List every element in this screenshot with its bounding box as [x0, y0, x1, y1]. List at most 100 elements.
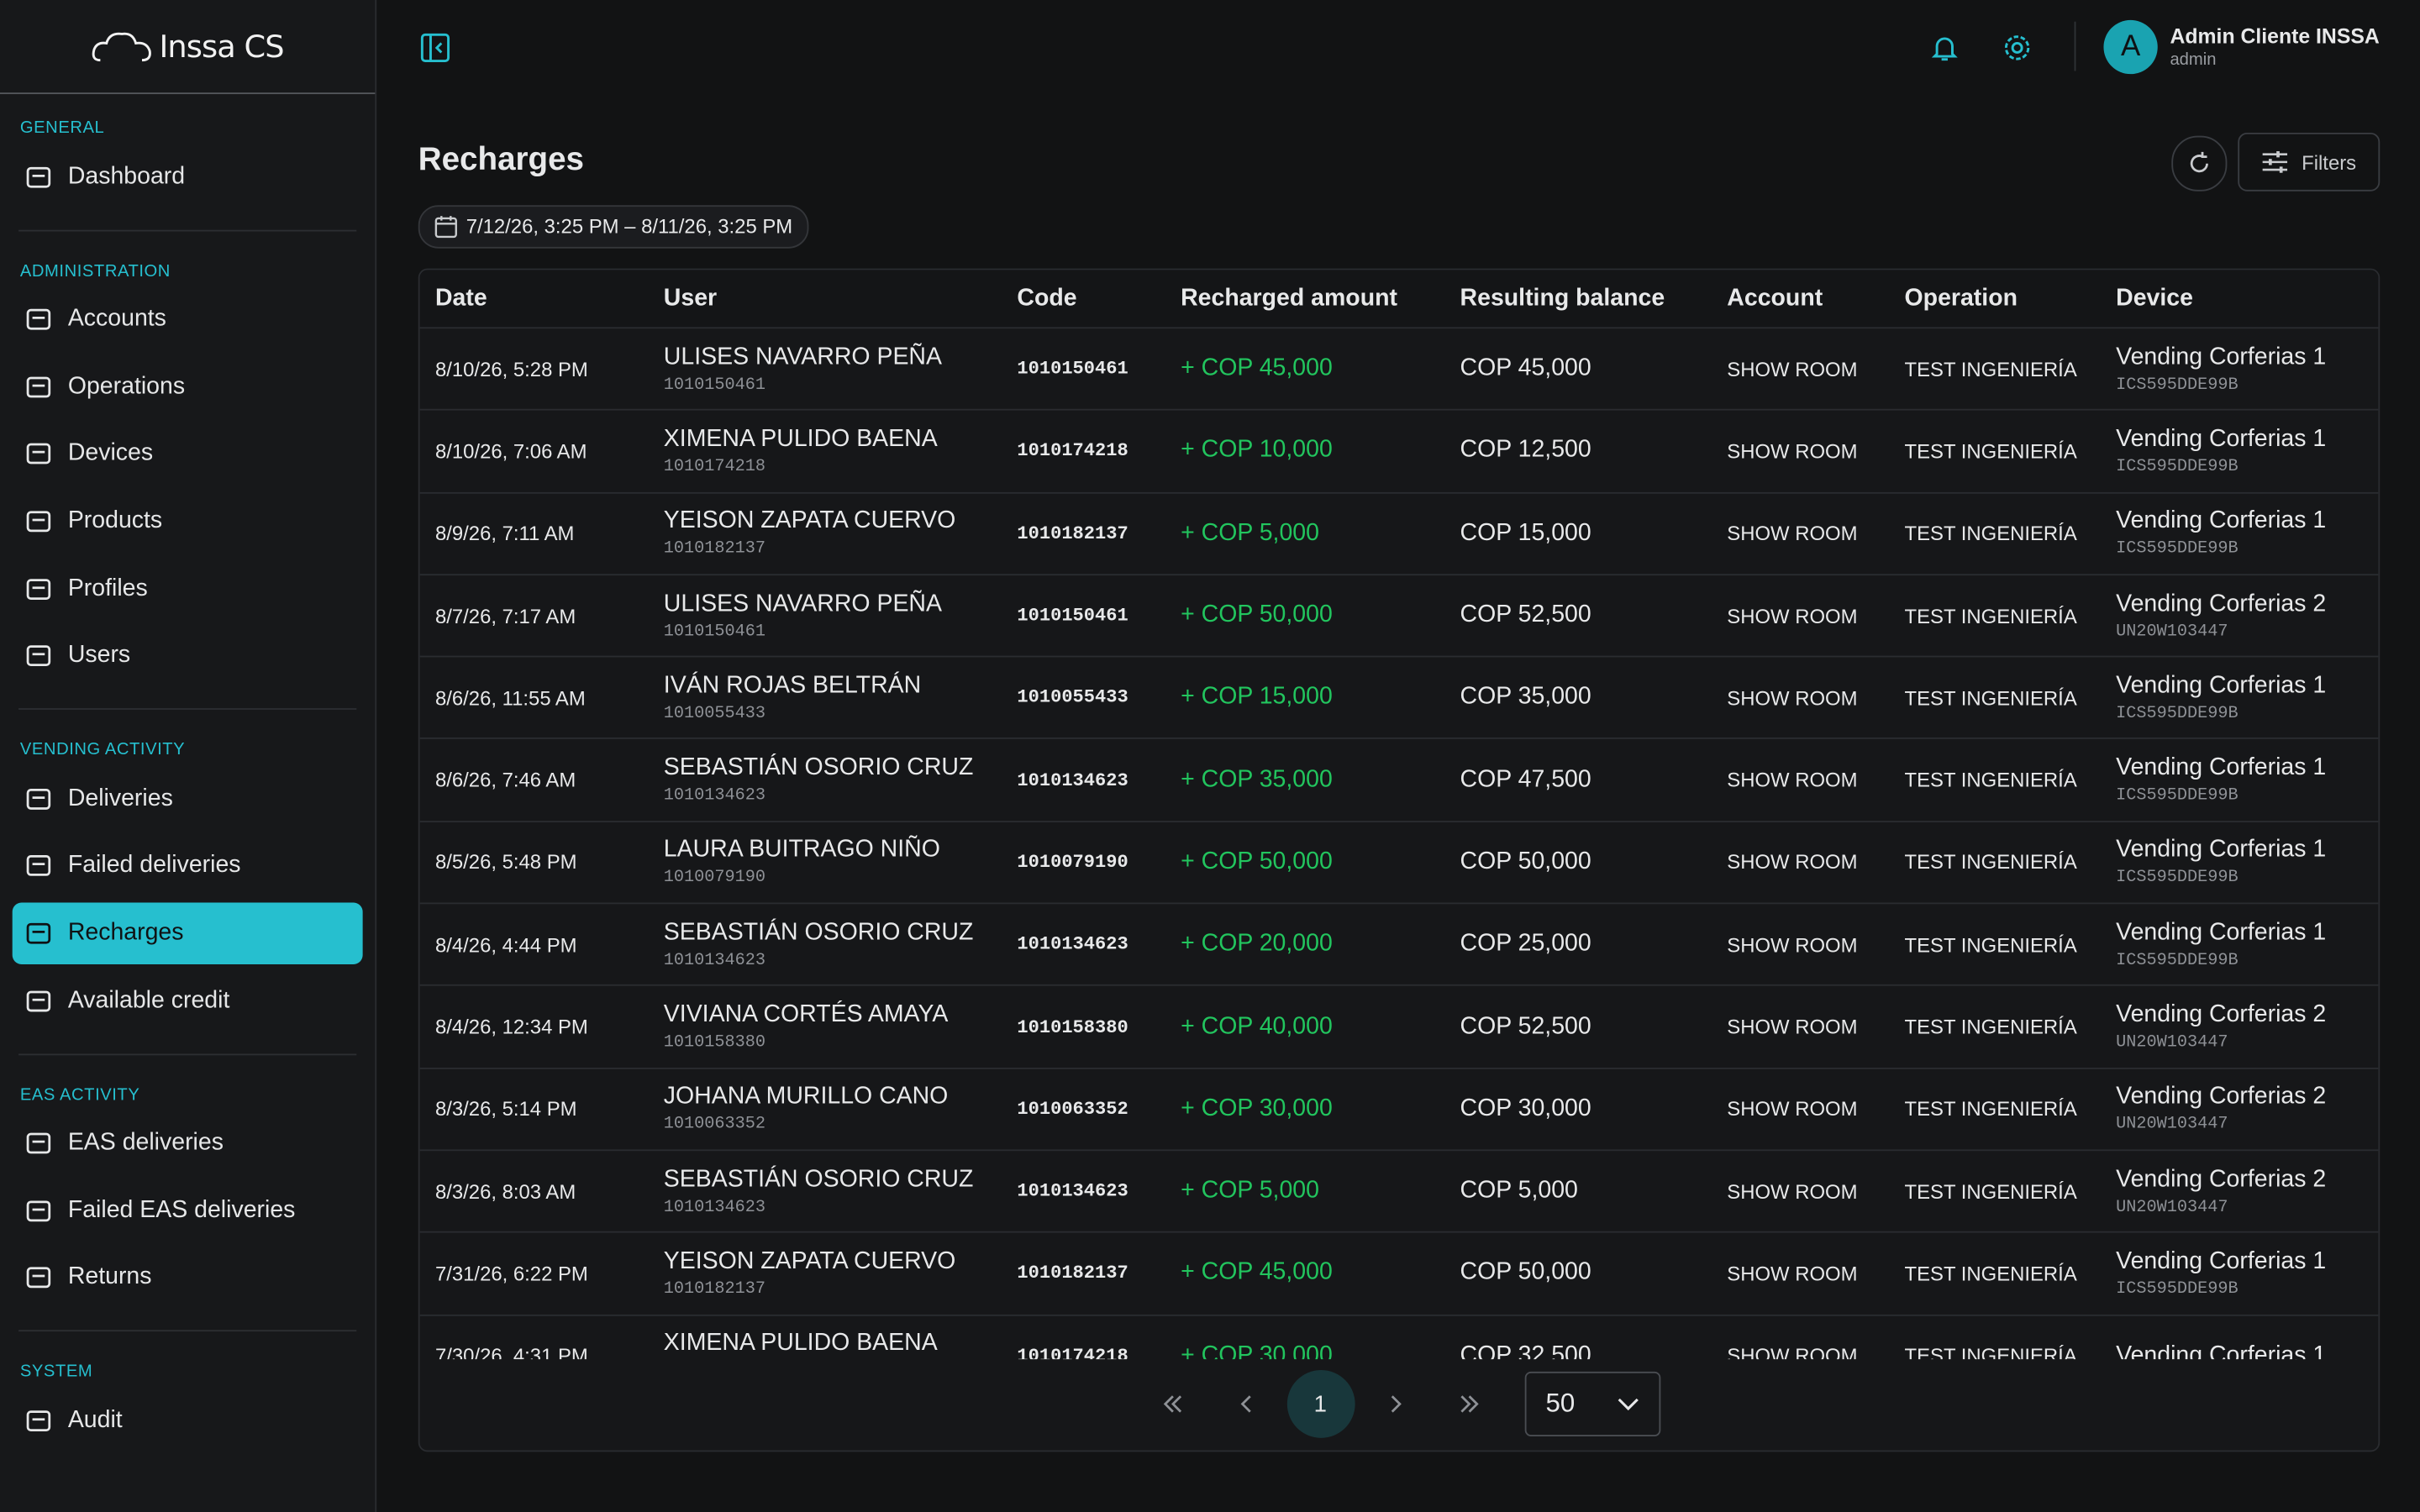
resulting-balance: COP 25,000: [1460, 930, 1591, 958]
user-id: 1010134623: [663, 1198, 766, 1217]
device-id: UN20W103447: [2116, 1198, 2228, 1217]
nav-label: Users: [67, 642, 131, 669]
filters-label: Filters: [2302, 150, 2357, 174]
chevron-down: [1617, 1398, 1638, 1411]
code: 1010182137: [1017, 1263, 1128, 1284]
device-id: UN20W103447: [2116, 1116, 2228, 1135]
user-id: 1010182137: [663, 1280, 766, 1299]
sidebar-toggle[interactable]: [420, 33, 451, 64]
code: 1010134623: [1017, 933, 1128, 956]
device-name: Vending Corferias 1: [2116, 1341, 2327, 1360]
date: 8/6/26, 11:55 AM: [434, 686, 586, 710]
user-id: 1010150461: [663, 622, 766, 642]
device-cell: Vending Corferias 1 ICS595DDE99B: [2116, 837, 2378, 888]
nav-item[interactable]: Dashboard: [13, 146, 363, 207]
code: 1010079190: [1017, 851, 1128, 874]
device-name: Vending Corferias 2: [2116, 590, 2327, 617]
nav-item[interactable]: Profiles: [13, 558, 363, 619]
date-range[interactable]: 7/12/26, 3:25 PM – 8/11/26, 3:25 PM: [418, 205, 808, 249]
nav-label: Available credit: [67, 986, 230, 1013]
code: 1010150461: [1017, 358, 1128, 381]
current-page[interactable]: 1: [1286, 1370, 1355, 1438]
device-cell: Vending Corferias 1 ICS595DDE99B: [2116, 919, 2378, 970]
first-icon: [1162, 1395, 1181, 1413]
column-header: Resulting balance: [1460, 284, 1665, 312]
filters-icon: [2263, 151, 2288, 173]
first-page[interactable]: [1139, 1370, 1207, 1438]
operation: TEST INGENIERÍA: [1904, 1179, 2077, 1203]
nav-label: Returns: [67, 1263, 152, 1291]
code: 1010174218: [1017, 440, 1128, 462]
device-cell: Vending Corferias 1 ICS595DDE99B: [2116, 344, 2378, 395]
filters-button[interactable]: Filters: [2238, 132, 2381, 192]
device-id: UN20W103447: [2116, 1033, 2228, 1053]
device-cell: Vending Corferias 2 UN20W103447: [2116, 1001, 2378, 1053]
nav-item[interactable]: Failed EAS deliveries: [13, 1180, 363, 1242]
recharged-amount: + COP 30,000: [1181, 1341, 1333, 1360]
nav-item[interactable]: Audit: [13, 1390, 363, 1452]
nav-item[interactable]: EAS deliveries: [13, 1113, 363, 1174]
nav-icon: [26, 645, 51, 667]
nav-label: Devices: [67, 440, 154, 467]
nav-item[interactable]: Products: [13, 491, 363, 552]
date: 8/6/26, 7:46 AM: [434, 768, 576, 792]
nav-item[interactable]: Failed deliveries: [13, 835, 363, 896]
account: SHOW ROOM: [1727, 439, 1858, 463]
nav-label: Deliveries: [67, 785, 173, 811]
nav-icon: [26, 444, 51, 465]
user-id: 1010158380: [663, 1033, 766, 1053]
nav-section: VENDING ACTIVITY Deliveries Failed deliver…: [12, 710, 363, 1055]
user-cell: XIMENA PULIDO BAENA 1010174218: [664, 426, 1018, 477]
user-cell: LAURA BUITRAGO NIÑO 1010079190: [664, 837, 1018, 888]
nav-item[interactable]: Recharges: [12, 902, 363, 964]
device-id: ICS595DDE99B: [2116, 1280, 2238, 1299]
last-page[interactable]: [1434, 1370, 1502, 1438]
user-cell: YEISON ZAPATA CUERVO 1010182137: [664, 508, 1018, 559]
topbar: A Admin Cliente INSSA admin: [376, 0, 2420, 92]
logo[interactable]: Inssa CS: [0, 0, 376, 95]
date: 8/3/26, 5:14 PM: [434, 1097, 577, 1121]
nav-label: Audit: [67, 1406, 123, 1434]
nav-label: Operations: [67, 373, 186, 400]
nav-icon: [26, 309, 51, 330]
device-id: ICS595DDE99B: [2116, 869, 2238, 888]
resulting-balance: COP 12,500: [1460, 437, 1591, 464]
resulting-balance: COP 32,500: [1460, 1341, 1591, 1360]
nav-item[interactable]: Users: [13, 625, 363, 686]
avatar[interactable]: A: [2103, 19, 2158, 75]
nav-section: GENERAL Dashboard: [18, 94, 357, 231]
user-name: YEISON ZAPATA CUERVO: [663, 507, 956, 534]
nav-item[interactable]: Available credit: [13, 969, 363, 1031]
nav-item[interactable]: Accounts: [13, 289, 363, 350]
nav-item[interactable]: Deliveries: [13, 768, 363, 829]
date: 8/4/26, 12:34 PM: [434, 1015, 588, 1039]
next-page[interactable]: [1360, 1370, 1428, 1438]
table-row: 7/30/26, 4:31 PM XIMENA PULIDO BAENA 10101…: [420, 1315, 2379, 1360]
account: SHOW ROOM: [1727, 357, 1858, 381]
resulting-balance: COP 52,500: [1460, 1012, 1591, 1040]
device-cell: Vending Corferias 1 ICS595DDE99B: [2116, 508, 2378, 559]
settings[interactable]: [2002, 33, 2033, 64]
user-cell: SEBASTIÁN OSORIO CRUZ 1010134623: [664, 1166, 1018, 1217]
user-name: SEBASTIÁN OSORIO CRUZ: [663, 919, 974, 946]
date: 7/30/26, 4:31 PM: [434, 1344, 588, 1360]
device-cell: Vending Corferias 2 UN20W103447: [2116, 591, 2378, 642]
logo-text: Inssa CS: [159, 28, 284, 66]
operation: TEST INGENIERÍA: [1904, 439, 2077, 463]
refresh-button[interactable]: [2171, 135, 2228, 192]
prev-page[interactable]: [1213, 1370, 1281, 1438]
table-header: Date User Code Recharged amount Resulting ba…: [419, 270, 2379, 329]
date: 8/3/26, 8:03 AM: [434, 1179, 576, 1203]
nav-icon: [26, 855, 51, 877]
nav-item[interactable]: Operations: [13, 356, 363, 417]
section-title: EAS ACTIVITY: [19, 1085, 140, 1105]
page-size-select[interactable]: 50: [1523, 1371, 1660, 1437]
nav-item[interactable]: Returns: [13, 1247, 363, 1309]
account: SHOW ROOM: [1727, 768, 1858, 792]
date: 8/10/26, 5:28 PM: [434, 357, 588, 381]
recharged-amount: + COP 5,000: [1181, 1177, 1319, 1204]
nav-item[interactable]: Devices: [13, 423, 363, 485]
notifications[interactable]: [1929, 33, 1960, 64]
